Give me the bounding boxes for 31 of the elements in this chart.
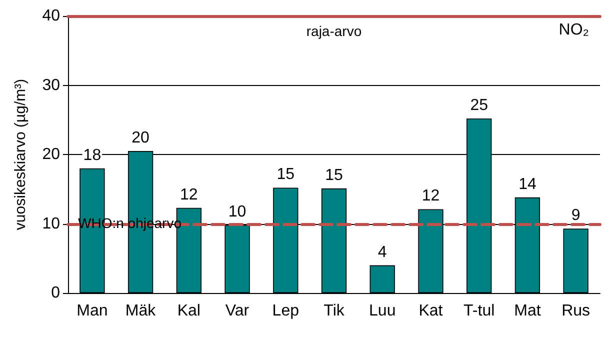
data-label: 10 xyxy=(228,204,246,221)
x-tick-label: Mäk xyxy=(125,302,157,320)
x-tick-label: Rus xyxy=(562,302,590,320)
x-tick-label: T-tul xyxy=(464,302,495,320)
data-label: 12 xyxy=(180,186,198,204)
data-label: 18 xyxy=(83,146,102,164)
x-tick-label: Luu xyxy=(369,302,396,320)
x-tick-label: Kal xyxy=(177,302,200,320)
y-tick-label: 20 xyxy=(42,146,60,163)
y-tick-label: 40 xyxy=(42,8,60,24)
data-label: 9 xyxy=(571,207,580,224)
data-label: 14 xyxy=(518,176,536,193)
ref-line-label: raja-arvo xyxy=(306,23,362,39)
y-axis-title: vuosikeskiarvo (µg/m³) xyxy=(12,78,29,230)
data-label: 15 xyxy=(325,166,343,184)
x-tick-label: Mat xyxy=(514,302,542,320)
y-tick-label: 0 xyxy=(51,284,60,302)
data-label: 15 xyxy=(276,166,295,184)
x-tick-label: Tik xyxy=(324,302,346,320)
ref-line-label: WHO:n ohjearvo xyxy=(78,214,182,231)
y-tick-label: 10 xyxy=(42,215,60,232)
data-label: 12 xyxy=(422,188,440,205)
data-label: 20 xyxy=(132,130,150,147)
x-tick-label: Kat xyxy=(418,302,444,320)
data-label: 4 xyxy=(378,244,387,261)
y-tick-label: 30 xyxy=(42,76,60,94)
x-tick-label: Man xyxy=(76,302,108,320)
annotation: NO₂ xyxy=(558,22,590,38)
x-tick-label: Var xyxy=(225,302,250,320)
x-tick-label: Lep xyxy=(272,302,300,320)
data-label: 25 xyxy=(470,96,488,114)
